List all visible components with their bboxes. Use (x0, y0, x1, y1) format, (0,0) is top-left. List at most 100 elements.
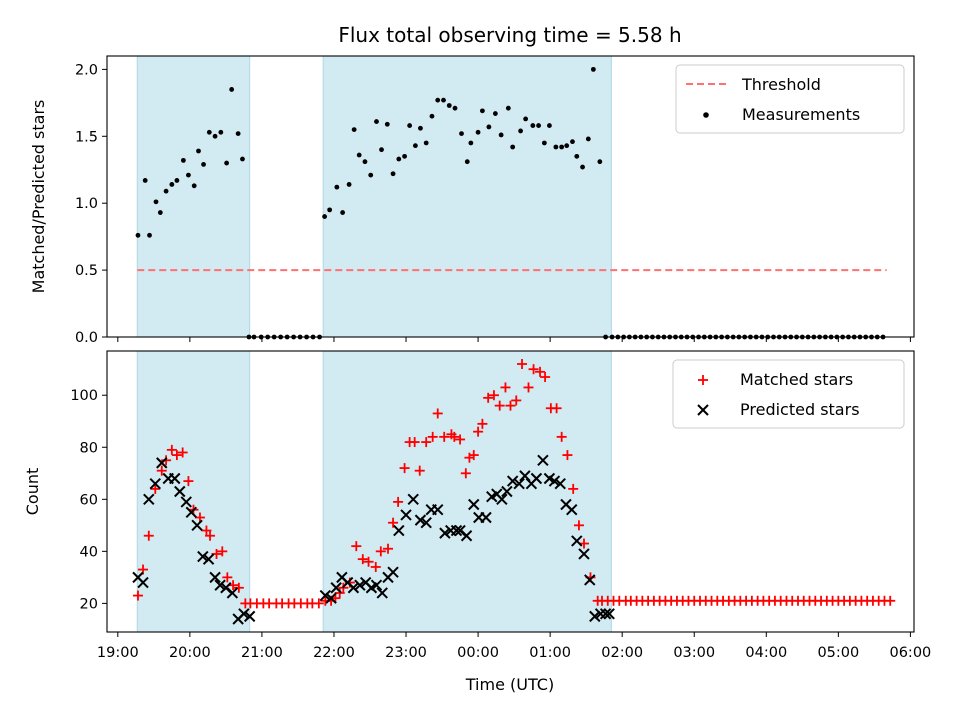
x-stroke-2 (209, 571, 221, 584)
matched-star-point (161, 455, 172, 466)
matched-star-point (194, 512, 205, 523)
measurement-point (564, 143, 570, 149)
predicted-star-point (174, 485, 186, 498)
x-stroke-2 (197, 550, 209, 563)
predicted-star-point (370, 579, 383, 591)
matched-star-point (505, 400, 516, 411)
y-tick-label: 100 (70, 388, 98, 404)
predicted-star-point (243, 610, 256, 623)
measurement-point (212, 133, 218, 139)
top-panel: 0.00.51.01.52.0 Matched/Predicted stars … (29, 55, 915, 346)
measurement-point (510, 144, 516, 150)
measurement-point (322, 214, 328, 219)
legend-measurements-swatch (703, 112, 709, 118)
x-stroke-2 (519, 470, 531, 482)
predicted-star-point (330, 582, 342, 594)
predicted-star-point (594, 608, 607, 620)
x-stroke-2 (603, 608, 615, 620)
x-stroke-2 (330, 582, 342, 594)
measurement-point (418, 125, 423, 131)
matched-star-point (528, 364, 539, 375)
x-stroke-2 (584, 574, 596, 586)
matched-star-point (511, 395, 522, 406)
measurement-point (368, 172, 374, 178)
chart-title: Flux total observing time = 5.58 h (338, 23, 681, 47)
predicted-star-point (180, 496, 192, 508)
x-stroke-2 (468, 498, 480, 511)
matched-star-point (535, 366, 546, 377)
matched-star-point (150, 483, 161, 494)
x-stroke-2 (319, 589, 332, 602)
x-stroke-2 (560, 498, 572, 511)
x-stroke-2 (400, 509, 412, 521)
x-stroke-2 (132, 571, 144, 584)
predicted-star-point (530, 472, 543, 485)
x-stroke-2 (143, 493, 155, 506)
predicted-star-point (156, 457, 168, 469)
x-tick-label: 04:00 (745, 645, 787, 661)
legend-matched-swatch (698, 375, 708, 385)
measurement-point (327, 207, 333, 213)
measurement-point (541, 140, 547, 146)
y-tick-label: 20 (80, 596, 98, 612)
matched-star-point (334, 587, 345, 598)
legend-threshold-label: Threshold (741, 75, 821, 94)
x-stroke-2 (169, 472, 181, 485)
matched-star-point (351, 541, 362, 552)
matched-star-point (132, 590, 143, 601)
predicted-star-point (407, 493, 419, 506)
shaded-interval (322, 350, 612, 633)
x-stroke-2 (513, 477, 525, 490)
measurement-point (435, 97, 441, 103)
matched-star-point (460, 468, 471, 479)
measurement-point (153, 199, 159, 205)
predicted-star-point (599, 608, 612, 620)
predicted-star-point (347, 582, 360, 594)
measurement-point (163, 188, 169, 194)
predicted-star-point (149, 477, 161, 490)
measurement-point (206, 129, 212, 135)
measurement-point (486, 124, 492, 130)
bottom-x-axis: 19:00 20:00 21:00 22:00 23:00 00:00 01:00 02:00… (97, 632, 931, 661)
matched-star-point (414, 465, 425, 476)
predicted-star-point (571, 535, 583, 547)
x-stroke-2 (220, 582, 232, 594)
measurement-point (597, 159, 603, 165)
top-x-ticks (117, 337, 911, 342)
matched-star-point (421, 437, 432, 448)
measurement-point (362, 159, 368, 165)
measurement-point (240, 156, 245, 162)
measurement-point (196, 148, 201, 154)
matched-star-point (357, 554, 368, 565)
matched-star-point (156, 465, 167, 476)
x-stroke-2 (370, 579, 383, 591)
measurement-point (157, 210, 163, 215)
measurement-point (201, 161, 206, 167)
predicted-star-point (238, 608, 250, 620)
matched-star-point (439, 431, 450, 442)
x-stroke-2 (174, 485, 186, 498)
measurement-point (479, 108, 485, 114)
measurement-point (351, 127, 357, 132)
top-y-axis-label: Matched/Predicted stars (29, 100, 48, 294)
predicted-star-point (400, 509, 412, 521)
x-tick-label: 01:00 (529, 645, 571, 661)
matched-star-point (455, 434, 466, 445)
measurement-point (334, 184, 340, 190)
predicted-star-point (319, 589, 332, 602)
x-tick-label: 03:00 (673, 645, 715, 661)
matched-star-point (562, 450, 573, 461)
x-stroke-2 (325, 592, 337, 604)
x-stroke-2 (243, 610, 256, 623)
predicted-star-point (325, 592, 337, 604)
x-stroke-2 (501, 485, 513, 498)
x-stroke-2 (571, 535, 583, 547)
predicted-star-point (501, 485, 513, 498)
x-stroke-2 (156, 457, 168, 469)
measurement-point (147, 232, 152, 238)
measurement-point (229, 87, 235, 92)
top-shaded-intervals (136, 55, 612, 338)
matched-star-point (201, 525, 212, 536)
x-stroke-2 (578, 548, 590, 560)
x-tick-label: 23:00 (385, 645, 427, 661)
